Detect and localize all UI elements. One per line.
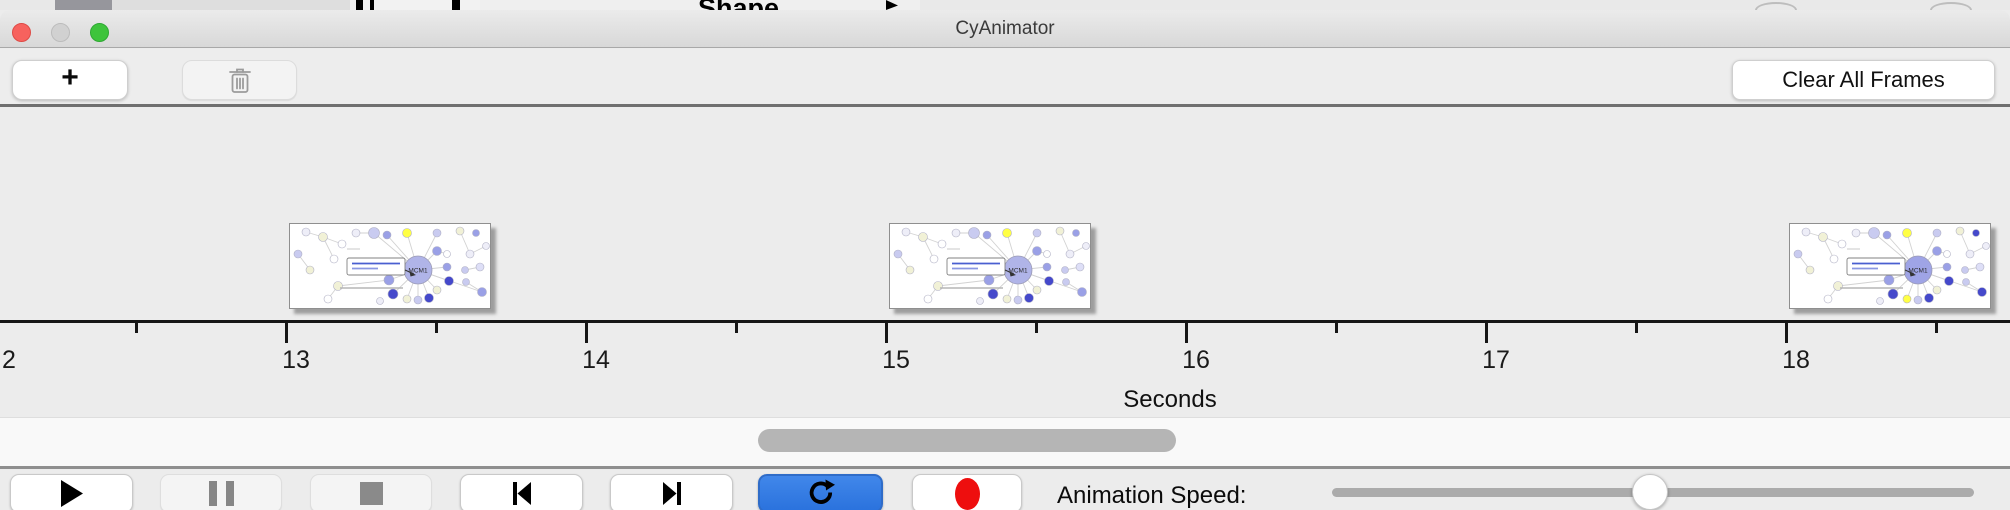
tick-label: 15 [882, 346, 910, 374]
trash-icon [228, 68, 251, 93]
plus-icon: + [61, 61, 79, 94]
pause-icon [208, 481, 234, 506]
record-button[interactable] [912, 474, 1022, 510]
background-fragment [55, 0, 112, 10]
frame-toolbar: + Clear All Frames [0, 49, 2010, 107]
skip-to-end-button[interactable] [610, 474, 733, 510]
zoom-button[interactable] [90, 23, 109, 42]
play-icon [60, 480, 83, 507]
background-fragment [920, 0, 2010, 10]
clear-all-frames-button[interactable]: Clear All Frames [1732, 60, 1995, 100]
tick-label: 2 [2, 346, 16, 374]
background-fragment [356, 0, 363, 10]
background-fragment [350, 0, 480, 10]
background-window-text: Shape [698, 0, 779, 10]
record-icon [954, 477, 980, 510]
loop-icon [809, 479, 835, 504]
animation-speed-slider[interactable] [1332, 474, 1974, 510]
keyframe-thumbnail[interactable]: MCM1 [1789, 223, 1991, 309]
window-title: CyAnimator [955, 18, 1055, 39]
tick-minor [135, 323, 138, 333]
tick-minor [1035, 323, 1038, 333]
timeline-scrollbar-thumb[interactable] [758, 429, 1176, 452]
svg-text:MCM1: MCM1 [408, 268, 428, 275]
background-fragment [452, 0, 460, 10]
minimize-button[interactable] [51, 23, 70, 42]
keyframe-thumbnail[interactable]: MCM1 [889, 223, 1091, 309]
skip-to-start-button[interactable] [460, 474, 583, 510]
timeline-scrollbar[interactable] [0, 417, 2010, 466]
stop-button[interactable] [310, 474, 432, 510]
skip-to-end-icon [662, 482, 681, 505]
stop-icon [359, 482, 383, 505]
play-button[interactable] [10, 474, 133, 510]
pause-button[interactable] [160, 474, 282, 510]
tick-label: 13 [282, 346, 310, 374]
loop-button[interactable] [758, 474, 883, 510]
playback-controls: Animation Speed: [0, 466, 2010, 510]
clear-all-frames-label: Clear All Frames [1782, 67, 1945, 92]
timeline-unit-label: Seconds [1123, 386, 1217, 413]
tick-label: 17 [1482, 346, 1510, 374]
titlebar[interactable]: CyAnimator [0, 10, 2010, 48]
background-fragment [112, 0, 350, 10]
tick-major [1785, 323, 1788, 343]
tick-major [1485, 323, 1488, 343]
tick-major [285, 323, 288, 343]
delete-frame-button[interactable] [182, 60, 297, 100]
tick-minor [735, 323, 738, 333]
timeline-panel[interactable]: Seconds 2 13 14 15 16 17 18 MCM1 MCM1 MCM1 [0, 110, 2010, 417]
background-triangle-fragment [886, 0, 898, 10]
background-fragment [370, 0, 374, 10]
tick-major [1185, 323, 1188, 343]
tick-minor [435, 323, 438, 333]
tick-minor [1635, 323, 1638, 333]
keyframe-thumbnail[interactable]: MCM1 [289, 223, 491, 309]
close-button[interactable] [12, 23, 31, 42]
svg-text:MCM1: MCM1 [1008, 268, 1028, 275]
animation-speed-label: Animation Speed: [1057, 482, 1247, 509]
tick-minor [1335, 323, 1338, 333]
timeline-axis [0, 320, 2010, 323]
svg-text:MCM1: MCM1 [1908, 268, 1928, 275]
tick-minor [1935, 323, 1938, 333]
background-window-strip: Shape [0, 0, 2010, 10]
tick-major [585, 323, 588, 343]
add-frame-button[interactable]: + [12, 60, 128, 100]
animation-speed-slider-thumb[interactable] [1631, 474, 1668, 510]
cyanimator-window: CyAnimator + Clear All Frames [0, 10, 2010, 510]
tick-label: 14 [582, 346, 610, 374]
skip-to-start-icon [512, 482, 531, 505]
tick-label: 16 [1182, 346, 1210, 374]
tick-label: 18 [1782, 346, 1810, 374]
background-fragment [480, 0, 920, 10]
background-fragment [0, 0, 55, 10]
tick-major [885, 323, 888, 343]
